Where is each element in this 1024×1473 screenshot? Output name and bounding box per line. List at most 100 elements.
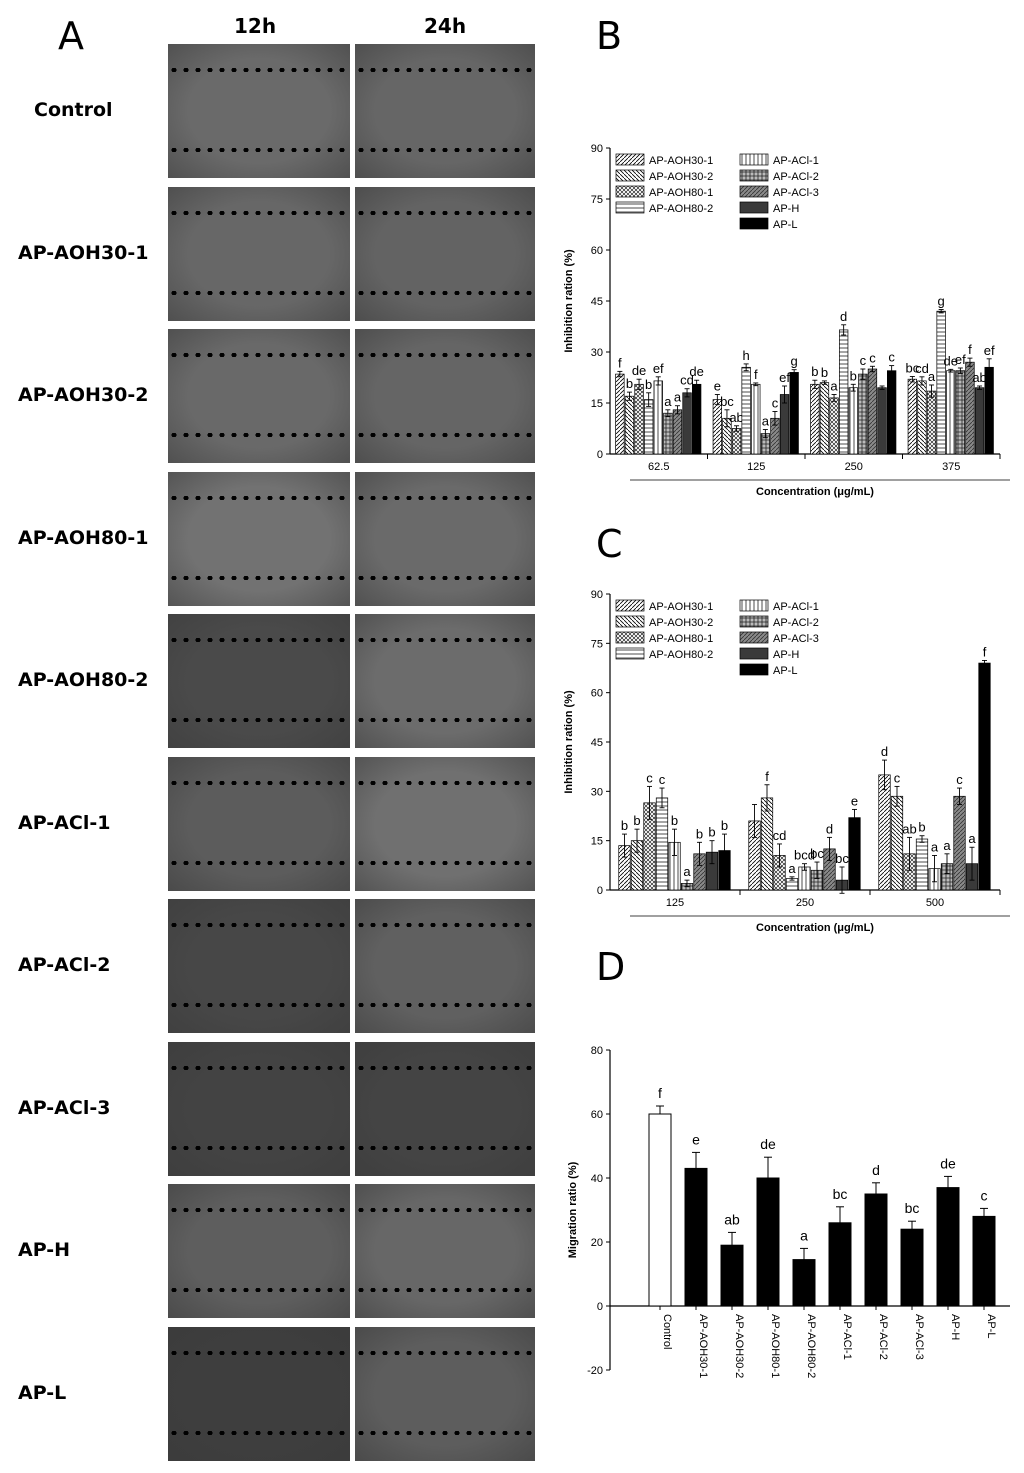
legend-swatch	[739, 663, 769, 676]
legend-label: AP-ACl-3	[773, 633, 819, 645]
significance-letter: cd	[915, 361, 929, 376]
scratch-boundary-line	[355, 1430, 535, 1435]
significance-letter: bc	[833, 1186, 848, 1202]
bar	[682, 392, 692, 455]
legend-swatch	[615, 169, 645, 182]
significance-letter: f	[983, 644, 987, 659]
bar	[663, 412, 673, 455]
bar	[946, 370, 956, 455]
micrograph-24h	[355, 186, 535, 321]
legend-swatch	[739, 201, 769, 214]
bar	[731, 428, 742, 455]
legend-label: AP-ACl-3	[773, 187, 819, 199]
y-axis-title: Migration ratio (%)	[567, 1161, 579, 1258]
micrograph-24h	[355, 44, 535, 178]
legend-swatch	[615, 153, 645, 166]
bar	[810, 383, 820, 455]
micrograph-24h	[355, 471, 535, 606]
significance-letter: b	[850, 368, 857, 383]
x-tick-label: 125	[666, 897, 684, 909]
significance-letter: b	[918, 820, 925, 835]
legend-label: AP-H	[773, 203, 799, 215]
significance-letter: bc	[835, 851, 849, 866]
x-tick-label: AP-AOH30-1	[697, 1314, 709, 1378]
scratch-boundary-line	[355, 353, 535, 357]
legend-swatch	[739, 185, 769, 198]
significance-letter: c	[659, 772, 666, 787]
legend-swatch	[739, 599, 769, 612]
significance-letter: f	[765, 769, 769, 784]
bar	[955, 370, 965, 455]
y-tick-label: 60	[591, 245, 603, 257]
row-label: AP-ACl-3	[18, 1096, 111, 1119]
y-axis-title: Inhibition ration (%)	[563, 690, 575, 794]
bar	[984, 366, 994, 455]
y-tick-label: 60	[591, 688, 603, 700]
significance-letter: a	[928, 369, 936, 384]
scratch-boundary-line	[168, 495, 350, 500]
x-tick-label: AP-ACl-2	[877, 1314, 889, 1360]
micrograph-24h	[355, 756, 535, 891]
micrograph-24h	[355, 329, 535, 463]
significance-letter: d	[840, 309, 847, 324]
significance-letter: ef	[653, 361, 664, 376]
panel-a-label: A	[58, 14, 84, 58]
bar	[864, 1193, 888, 1307]
significance-letter: cd	[773, 828, 787, 843]
y-tick-label: 60	[591, 1109, 603, 1121]
scratch-boundary-line	[355, 1065, 535, 1070]
significance-letter: h	[743, 348, 750, 363]
scratch-boundary-line	[355, 495, 535, 500]
scratch-boundary-line	[355, 148, 535, 152]
bar	[848, 387, 858, 455]
significance-letter: bcd	[794, 848, 815, 863]
bar	[756, 1177, 780, 1307]
bar	[900, 1228, 924, 1307]
legend-label: AP-AOH80-1	[649, 187, 713, 199]
scratch-boundary-line	[355, 575, 535, 580]
bar	[648, 1113, 672, 1307]
significance-letter: a	[800, 1227, 808, 1243]
significance-letter: b	[621, 818, 628, 833]
significance-letter: ef	[984, 343, 995, 358]
scratch-boundary-line	[168, 1430, 350, 1435]
bar	[634, 383, 644, 455]
bar	[917, 380, 927, 455]
panel-b-label: B	[596, 14, 623, 58]
legend-swatch	[615, 201, 645, 214]
x-axis-title: Concentration (μg/mL)	[756, 486, 874, 498]
x-tick-label: 125	[747, 461, 765, 473]
bar	[819, 382, 830, 455]
significance-letter: a	[931, 839, 939, 854]
scratch-boundary-line	[355, 1288, 535, 1292]
significance-letter: c	[956, 772, 963, 787]
bar	[829, 397, 839, 455]
micrograph-12h	[168, 471, 350, 606]
bar	[720, 1244, 744, 1307]
significance-letter: e	[692, 1131, 700, 1147]
scratch-boundary-line	[355, 780, 535, 785]
significance-letter: a	[664, 394, 672, 409]
significance-letter: a	[788, 861, 796, 876]
bar	[848, 817, 861, 891]
bar	[741, 366, 751, 455]
significance-letter: bc	[905, 360, 919, 375]
significance-letter: c	[869, 350, 876, 365]
bar	[972, 1215, 996, 1307]
bar	[692, 383, 702, 455]
x-tick-label: AP-AOH30-2	[733, 1314, 745, 1378]
significance-letter: de	[689, 364, 703, 379]
scratch-boundary-line	[168, 1288, 350, 1292]
bar	[624, 395, 635, 455]
significance-letter: b	[721, 818, 728, 833]
significance-letter: b	[626, 376, 633, 391]
legend-swatch	[615, 647, 645, 660]
bar	[858, 373, 868, 455]
row-label: AP-ACl-1	[18, 811, 111, 834]
scratch-boundary-line	[168, 148, 350, 152]
legend-label: AP-AOH30-1	[649, 601, 713, 613]
row-label: AP-H	[18, 1239, 71, 1261]
micrograph-24h	[355, 1326, 535, 1461]
significance-letter: d	[826, 821, 833, 836]
